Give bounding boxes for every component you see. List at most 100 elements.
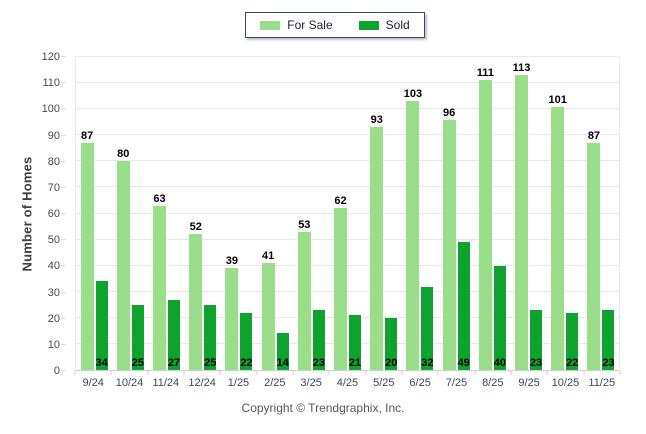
x-tick-label: 11/25: [588, 377, 616, 389]
sold-value-label: 22: [240, 357, 253, 369]
sold-bar: 32: [421, 286, 434, 370]
x-tick-mark: [110, 371, 112, 375]
sold-bar: 25: [131, 304, 144, 370]
x-tick-mark: [546, 371, 548, 375]
x-tick-mark: [365, 371, 367, 375]
for-sale-value-label: 41: [261, 250, 275, 263]
x-axis-ticks: [74, 371, 621, 375]
for-sale-bar: 87: [80, 130, 94, 370]
for-sale-bar: 96: [442, 107, 456, 370]
sold-value-label: 14: [276, 357, 289, 369]
sold-bar: 22: [566, 312, 578, 370]
bar-pair: 87 23: [587, 57, 615, 370]
for-sale-bar: 41: [261, 250, 275, 370]
x-tick-label: 6/25: [409, 377, 431, 389]
y-tick-mark: [61, 82, 66, 84]
bar-pair: 62 21: [334, 57, 361, 370]
x-tick-label: 4/25: [336, 377, 359, 389]
for-sale-bar: 52: [189, 221, 203, 370]
for-sale-bar: 63: [153, 193, 166, 370]
sold-value-label: 23: [602, 357, 615, 369]
y-tick-label: 40: [47, 260, 60, 273]
x-tick-mark: [292, 371, 294, 375]
x-tick-mark: [510, 371, 512, 375]
sold-value-label: 25: [204, 357, 217, 369]
plot-area: 87 34 80 25 63 27 52 25 39 22 41 14 53 23 62 21 93 20 103 3…: [75, 56, 620, 371]
gridline: [76, 264, 619, 266]
bar-group: 52 25: [185, 57, 221, 370]
gridline: [76, 212, 619, 214]
sold-bar: 21: [349, 315, 361, 370]
bar-pair: 101 22: [548, 57, 578, 370]
sold-bar: 22: [240, 312, 253, 370]
x-tick-mark: [401, 371, 403, 375]
sold-bar: 23: [313, 310, 325, 370]
legend-label: Sold: [385, 18, 410, 32]
bar-group: 87 23: [583, 57, 619, 370]
for-sale-value-label: 52: [189, 221, 202, 234]
y-tick-label: 90: [47, 129, 60, 142]
y-tick-mark: [61, 265, 66, 267]
sold-value-label: 27: [167, 357, 181, 369]
y-tick-label: 20: [47, 312, 60, 325]
y-tick-mark: [61, 213, 66, 214]
sold-value-label: 32: [421, 357, 434, 369]
sold-bar: 49: [458, 242, 470, 370]
bar-group: 96 49: [438, 57, 474, 370]
sold-bar: 23: [530, 310, 542, 370]
y-axis-labels: 0 10 20 30 40 50 60 70 80 90 100 110 120: [28, 51, 66, 377]
x-tick-mark: [328, 371, 330, 375]
bar-group: 87 34: [76, 57, 112, 370]
bar-pair: 80 25: [116, 57, 144, 370]
copyright-text: Copyright © Trendgraphix, Inc.: [241, 401, 405, 415]
gridline: [76, 186, 619, 188]
bar-group: 93 20: [366, 57, 402, 370]
y-tick-mark: [61, 239, 66, 241]
for-sale-bar: 93: [370, 114, 384, 370]
legend-item-for-sale: For Sale: [260, 18, 333, 32]
y-tick-label: 80: [47, 155, 60, 168]
legend-item-sold: Sold: [358, 18, 410, 32]
y-tick-mark: [61, 108, 66, 110]
bar-pair: 113 23: [513, 57, 542, 370]
sold-value-label: 25: [131, 357, 144, 369]
bar-group: 111 40: [474, 57, 510, 370]
x-tick-label: 1/25: [227, 377, 250, 389]
for-sale-value-label: 101: [548, 93, 567, 106]
x-tick-mark: [619, 371, 621, 375]
for-sale-value-label: 87: [587, 130, 601, 143]
for-sale-bar: 62: [334, 195, 348, 370]
y-tick-label: 70: [47, 181, 60, 194]
y-tick-mark: [61, 56, 66, 57]
bar-pair: 87 34: [80, 57, 108, 370]
for-sale-value-label: 93: [370, 114, 383, 127]
x-tick-label: 5/25: [373, 377, 395, 389]
bar-group: 113 23: [510, 57, 546, 370]
x-tick-mark: [474, 371, 476, 375]
gridline: [76, 108, 619, 110]
bar-group: 80 25: [112, 57, 148, 370]
x-axis-labels: 9/24 10/24 11/24 12/24 1/25 2/25 3/25 4/25 5/25 6…: [75, 377, 620, 389]
y-tick-mark: [61, 370, 66, 371]
bar-pair: 111 40: [476, 57, 506, 370]
for-sale-value-label: 111: [476, 67, 494, 80]
bar-group: 41 14: [257, 57, 293, 370]
gridline: [76, 238, 619, 240]
for-sale-value-label: 87: [80, 130, 94, 143]
y-tick-label: 10: [47, 338, 60, 351]
for-sale-value-label: 39: [225, 255, 239, 268]
sold-bar: 34: [95, 281, 108, 370]
gridline: [76, 82, 619, 84]
y-tick-mark: [61, 134, 66, 136]
bar-group: 39 22: [221, 57, 257, 370]
gridline: [76, 316, 619, 318]
sold-bar: 27: [167, 299, 181, 370]
bar-pair: 103 32: [404, 57, 434, 370]
y-tick-mark: [61, 160, 66, 162]
x-tick-mark: [183, 371, 185, 375]
x-tick-label: 7/25: [445, 377, 468, 389]
x-tick-mark: [147, 371, 149, 375]
x-tick-mark: [256, 371, 258, 375]
for-sale-value-label: 53: [298, 218, 311, 231]
